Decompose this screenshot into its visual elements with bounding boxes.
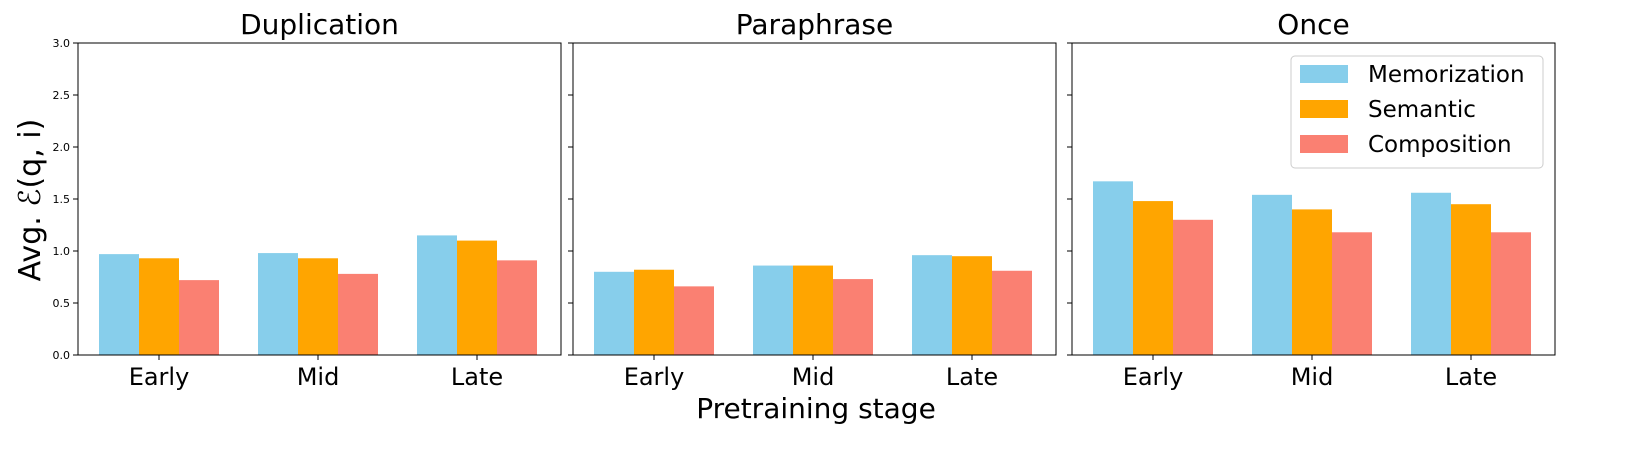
plot-frame (77, 42, 562, 356)
y-tick-label: 2.0 (53, 141, 71, 154)
legend-label-composition: Composition (1368, 132, 1512, 158)
bar-composition-late (1491, 232, 1531, 355)
legend-box (1290, 55, 1544, 169)
bar-semantic-mid (1292, 209, 1332, 355)
x-tick-label: Late (1445, 363, 1497, 391)
bar-memorization-late (1411, 192, 1451, 355)
bar-semantic-late (457, 240, 497, 355)
bar-memorization-late (912, 255, 952, 355)
bar-memorization-late (417, 235, 457, 355)
panel-duplication: 0.0 0.5 1.0 1.5 2.0 2.5 3.0 Early Mid Late Duplica… (53, 8, 562, 391)
bar-composition-mid (1332, 232, 1372, 355)
x-tick-label: Mid (1291, 363, 1334, 391)
panel-paraphrase: Early Mid Late Paraphrase (568, 8, 1057, 391)
bar-semantic-early (634, 269, 674, 355)
bar-composition-mid (338, 273, 378, 355)
bar-memorization-early (594, 271, 634, 355)
x-tick-label: Early (129, 363, 190, 391)
panels: 0.0 0.5 1.0 1.5 2.0 2.5 3.0 Early Mid Late Duplica… (53, 8, 1556, 391)
panel-title: Once (1277, 8, 1349, 41)
bar-memorization-mid (258, 253, 298, 355)
bar-semantic-mid (793, 265, 833, 355)
y-axis-label: Avg. ℰ(q, i) (13, 119, 48, 282)
legend-label-memorization: Memorization (1368, 62, 1525, 88)
bar-composition-late (992, 270, 1032, 355)
y-tick-label: 0.5 (53, 297, 71, 310)
x-tick-label: Early (624, 363, 685, 391)
bar-semantic-late (1451, 204, 1491, 355)
y-tick-label: 3.0 (53, 37, 71, 50)
y-tick-label: 0.0 (53, 349, 71, 362)
bar-semantic-mid (298, 258, 338, 355)
panel-once: Early Mid Late Once (1067, 8, 1556, 391)
panel-title: Paraphrase (736, 8, 893, 41)
bar-composition-early (1173, 219, 1213, 355)
x-tick-label: Late (451, 363, 503, 391)
legend: Memorization Semantic Composition (1290, 55, 1544, 169)
legend-label-semantic: Semantic (1368, 97, 1476, 123)
x-tick-label: Early (1123, 363, 1184, 391)
y-tick-label: 2.5 (53, 89, 71, 102)
y-tick-label: 1.5 (53, 193, 71, 206)
bar-semantic-late (952, 256, 992, 355)
plot-frame (572, 42, 1057, 356)
bar-memorization-mid (1252, 194, 1292, 355)
bar-memorization-early (1093, 181, 1133, 355)
bar-semantic-early (139, 258, 179, 355)
bar-memorization-mid (753, 265, 793, 355)
legend-swatch-composition (1300, 135, 1348, 153)
plot-frame (1071, 42, 1556, 356)
bar-composition-early (179, 280, 219, 355)
panel-title: Duplication (240, 8, 399, 41)
bar-composition-late (497, 260, 537, 355)
bar-composition-early (674, 286, 714, 355)
bar-semantic-early (1133, 201, 1173, 355)
x-tick-label: Mid (297, 363, 340, 391)
y-tick-label: 1.0 (53, 245, 71, 258)
legend-swatch-memorization (1300, 65, 1348, 83)
bar-memorization-early (99, 254, 139, 355)
x-tick-label: Late (946, 363, 998, 391)
x-tick-label: Mid (792, 363, 835, 391)
legend-swatch-semantic (1300, 100, 1348, 118)
bar-composition-mid (833, 279, 873, 355)
x-axis-label: Pretraining stage (696, 392, 936, 425)
